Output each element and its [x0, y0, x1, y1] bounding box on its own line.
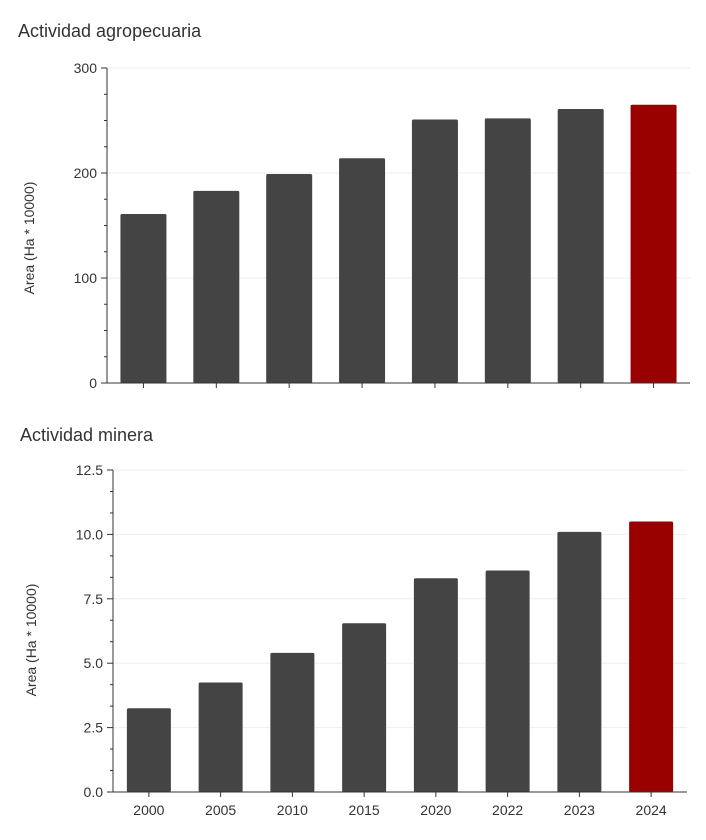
chart-agropecuaria: Actividad agropecuaria Area (Ha * 10000)… — [18, 21, 690, 391]
y-tick-label: 5.0 — [84, 655, 104, 671]
bar-2005 — [193, 190, 240, 383]
x-tick-label: 2015 — [349, 802, 380, 818]
bar-2015 — [339, 158, 386, 383]
x-tick-label: 2020 — [420, 802, 451, 818]
y-axis-label: Area (Ha * 10000) — [23, 584, 39, 697]
chart-minera: Actividad minera Area (Ha * 10000) 0.0 2.… — [20, 425, 687, 818]
bar-2000 — [126, 708, 171, 792]
x-tick-label: 2022 — [492, 802, 523, 818]
y-tick-label: 100 — [74, 270, 98, 286]
bar-2024 — [630, 104, 677, 383]
bar-2023 — [557, 531, 602, 792]
x-tick-label: 2000 — [133, 802, 164, 818]
chart-title: Actividad minera — [20, 425, 154, 445]
bar-2000 — [120, 213, 167, 383]
bar-2005 — [198, 682, 243, 792]
bar-2010 — [270, 652, 315, 792]
y-axis-label: Area (Ha * 10000) — [21, 182, 37, 295]
bar-2015 — [342, 623, 387, 792]
bar-2023 — [557, 108, 604, 383]
y-tick-label: 10.0 — [76, 526, 103, 542]
x-tick-label: 2010 — [277, 802, 308, 818]
bar-2010 — [266, 174, 313, 383]
y-tick-label: 0.0 — [84, 784, 104, 800]
y-tick-label: 300 — [74, 60, 98, 76]
bar-2024 — [629, 521, 674, 792]
bar-2022 — [484, 118, 531, 384]
bar-2020 — [411, 119, 458, 383]
x-tick-label: 2024 — [636, 802, 667, 818]
bar-2022 — [485, 570, 530, 792]
x-tick-label: 2005 — [205, 802, 236, 818]
y-tick-label: 200 — [74, 165, 98, 181]
x-tick-label: 2023 — [564, 802, 595, 818]
y-tick-label: 2.5 — [84, 720, 104, 736]
y-tick-label: 0 — [89, 375, 97, 391]
y-tick-label: 7.5 — [84, 591, 104, 607]
y-tick-label: 12.5 — [76, 462, 103, 478]
bar-2020 — [413, 578, 458, 792]
chart-title: Actividad agropecuaria — [18, 21, 202, 41]
